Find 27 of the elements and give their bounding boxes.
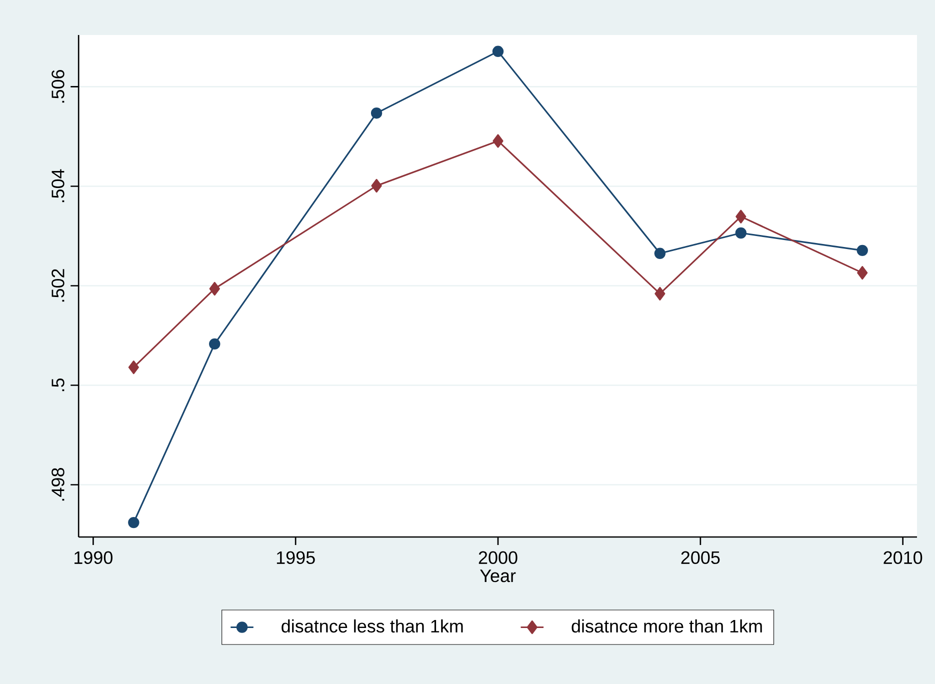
x-tick-label: 2005 — [681, 551, 720, 564]
y-tick-label: .504 — [52, 169, 64, 202]
point — [654, 286, 666, 300]
point — [209, 338, 220, 350]
y-tick-label: .502 — [52, 269, 64, 302]
point — [128, 516, 140, 528]
y-tick-label: .506 — [52, 70, 64, 103]
legend-label: disatnce less than 1km — [282, 619, 463, 633]
legend-label: disatnce more than 1km — [572, 619, 762, 633]
point — [735, 227, 747, 239]
point — [654, 248, 666, 259]
point — [857, 266, 868, 280]
point — [856, 244, 868, 256]
point — [371, 178, 382, 193]
point — [370, 108, 382, 119]
x-tick-label: 1995 — [276, 551, 315, 564]
point — [492, 134, 504, 148]
point — [128, 360, 139, 374]
y-tick-label: .5 — [52, 378, 64, 392]
point — [736, 210, 746, 224]
point — [492, 46, 504, 58]
x-tick-label: 2010 — [884, 551, 922, 564]
x-tick-label: 1990 — [74, 551, 112, 564]
x-tick-label: 2000 — [478, 551, 518, 564]
y-tick-label: .498 — [52, 468, 64, 501]
point — [209, 282, 220, 296]
x-axis-title: Year — [480, 570, 516, 582]
